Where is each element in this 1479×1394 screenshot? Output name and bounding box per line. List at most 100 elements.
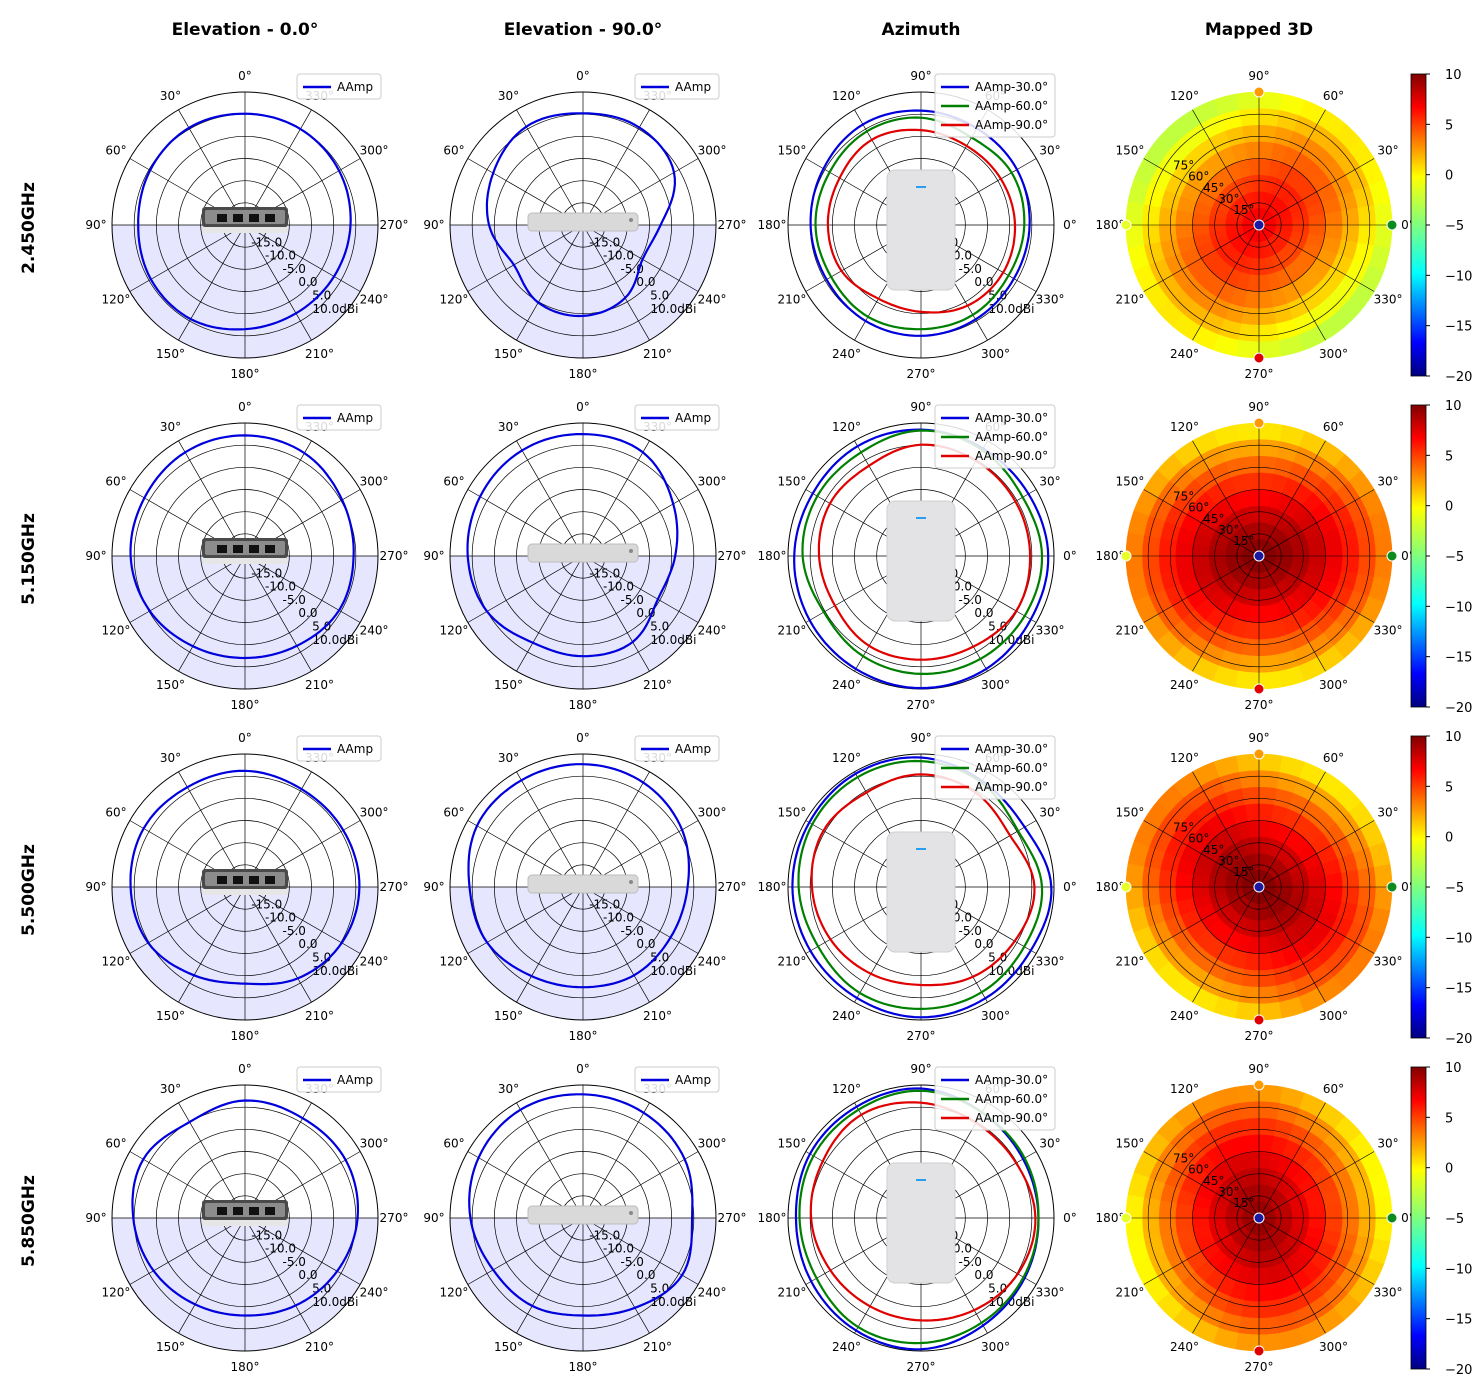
radial-tick-label: -10.0 <box>603 249 634 263</box>
angle-tick-label: 270° <box>907 698 936 712</box>
mapped-3d-panel-3: 0°30°60°90°120°150°180°210°240°270°300°3… <box>1096 1061 1473 1378</box>
colorbar-tick-label: −15 <box>1445 1313 1472 1328</box>
device-port <box>249 214 259 222</box>
angle-tick-label: 330° <box>1374 1286 1403 1300</box>
heatmap-cell <box>1241 1299 1260 1319</box>
angle-tick-label: 120° <box>440 293 469 307</box>
grid-spoke <box>1143 820 1260 888</box>
heatmap-cell <box>1142 204 1162 226</box>
angle-tick-label: 270° <box>907 367 936 381</box>
angle-tick-label: 60° <box>105 806 126 820</box>
marker-center <box>1253 1212 1265 1224</box>
angle-tick-label: 300° <box>360 144 389 158</box>
elevation-ring-label: 45° <box>1203 843 1224 857</box>
marker-270 <box>1253 352 1265 364</box>
angle-tick-label: 180° <box>758 880 787 894</box>
device-led <box>629 1211 633 1215</box>
angle-tick-label: 90° <box>85 880 106 894</box>
heatmap-cell <box>1142 535 1162 557</box>
grid-spoke <box>516 886 584 1003</box>
column-title-elevation-90: Elevation - 90.0° <box>504 20 663 40</box>
grid-spoke <box>178 109 246 226</box>
heatmap-cell <box>1356 1217 1376 1239</box>
radial-tick-label: 10.0dBi <box>313 633 359 647</box>
radial-tick-label: -15.0 <box>251 1228 282 1242</box>
colorbar-tick-label: 5 <box>1445 1111 1453 1126</box>
radial-tick-label: 5.0 <box>988 620 1007 634</box>
elevation-ring-label: 15° <box>1233 865 1254 879</box>
colorbar-tick-label: 10 <box>1445 730 1462 745</box>
legend-box <box>296 404 382 431</box>
grid-spoke <box>1258 224 1326 341</box>
angle-tick-label: 240° <box>360 1286 389 1300</box>
heatmap-cell <box>1241 306 1260 326</box>
device-side-image <box>527 543 639 563</box>
marker-center <box>1253 881 1265 893</box>
colorbar-tick-label: −10 <box>1445 1262 1472 1277</box>
grid-spoke <box>178 224 246 341</box>
legend-label: AAmp-30.0° <box>975 411 1048 425</box>
heatmap-cell <box>1238 984 1260 1004</box>
radial-tick-label: 5.0 <box>650 289 669 303</box>
outer-ring <box>449 422 717 690</box>
grid-spoke <box>516 440 584 557</box>
angle-tick-label: 210° <box>305 1340 334 1354</box>
elevation-ring-label: 60° <box>1188 170 1209 184</box>
colorbar-tick-label: −15 <box>1445 651 1472 666</box>
angle-tick-label: 120° <box>440 955 469 969</box>
angle-tick-label: 210° <box>305 1009 334 1023</box>
device-side-image <box>527 1205 639 1225</box>
device-port <box>233 545 243 553</box>
colorbar-tick-label: −20 <box>1445 370 1472 385</box>
radial-tick-label: 5.0 <box>650 620 669 634</box>
grid-spoke <box>516 771 584 888</box>
legend-box <box>296 1066 382 1093</box>
heatmap-cell <box>1238 322 1260 342</box>
radial-tick-label: 5.0 <box>312 289 331 303</box>
colorbar-tick-label: 0 <box>1445 831 1453 846</box>
legend-box <box>296 735 382 762</box>
legend-label: AAmp-90.0° <box>975 118 1048 132</box>
angle-tick-label: 150° <box>778 475 807 489</box>
angle-tick-label: 180° <box>231 1029 260 1043</box>
heatmap-cell <box>1324 1217 1343 1233</box>
heatmap-cell <box>1158 869 1178 888</box>
grid-spoke <box>244 771 312 888</box>
angle-tick-label: 30° <box>1039 806 1060 820</box>
legend-label: AAmp-90.0° <box>975 1111 1048 1125</box>
angle-tick-label: 90° <box>1248 1062 1269 1076</box>
angle-tick-label: 240° <box>698 624 727 638</box>
angle-tick-label: 210° <box>643 347 672 361</box>
angle-tick-label: 150° <box>494 347 523 361</box>
angle-tick-label: 150° <box>494 1009 523 1023</box>
heatmap-cell <box>1258 1315 1280 1335</box>
heatmap-cell <box>1258 439 1280 459</box>
radial-tick-label: -10.0 <box>603 580 634 594</box>
grid-spoke <box>244 555 312 672</box>
device-port <box>233 1207 243 1215</box>
legend-label: AAmp-30.0° <box>975 742 1048 756</box>
angle-tick-label: 30° <box>498 420 519 434</box>
legend-box <box>934 735 1056 800</box>
device-ap-image <box>886 500 956 622</box>
marker-90 <box>1253 748 1265 760</box>
marker-90 <box>1253 1079 1265 1091</box>
legend-label: AAmp-60.0° <box>975 761 1048 775</box>
angle-tick-label: 120° <box>440 624 469 638</box>
angle-tick-label: 300° <box>1319 678 1348 692</box>
angle-tick-label: 90° <box>85 218 106 232</box>
angle-tick-label: 270° <box>718 1211 747 1225</box>
marker-270 <box>1253 1345 1265 1357</box>
angle-tick-label: 60° <box>1323 1082 1344 1096</box>
angle-tick-label: 120° <box>1170 89 1199 103</box>
grid-spoke <box>1143 886 1260 954</box>
grid-spoke <box>582 771 650 888</box>
column-title-elevation-0: Elevation - 0.0° <box>172 20 319 40</box>
panel-grid: 0° 30° 60° 90° 120° 150° 180° 210° 240° 270° 300° 3… <box>85 68 1472 1378</box>
radial-tick-label: 5.0 <box>988 951 1007 965</box>
angle-tick-label: 90° <box>1248 400 1269 414</box>
heatmap-cell <box>1142 1197 1162 1219</box>
angle-tick-label: 330° <box>1374 293 1403 307</box>
angle-tick-label: 210° <box>1116 293 1145 307</box>
elevation-ring-label: 75° <box>1173 490 1194 504</box>
